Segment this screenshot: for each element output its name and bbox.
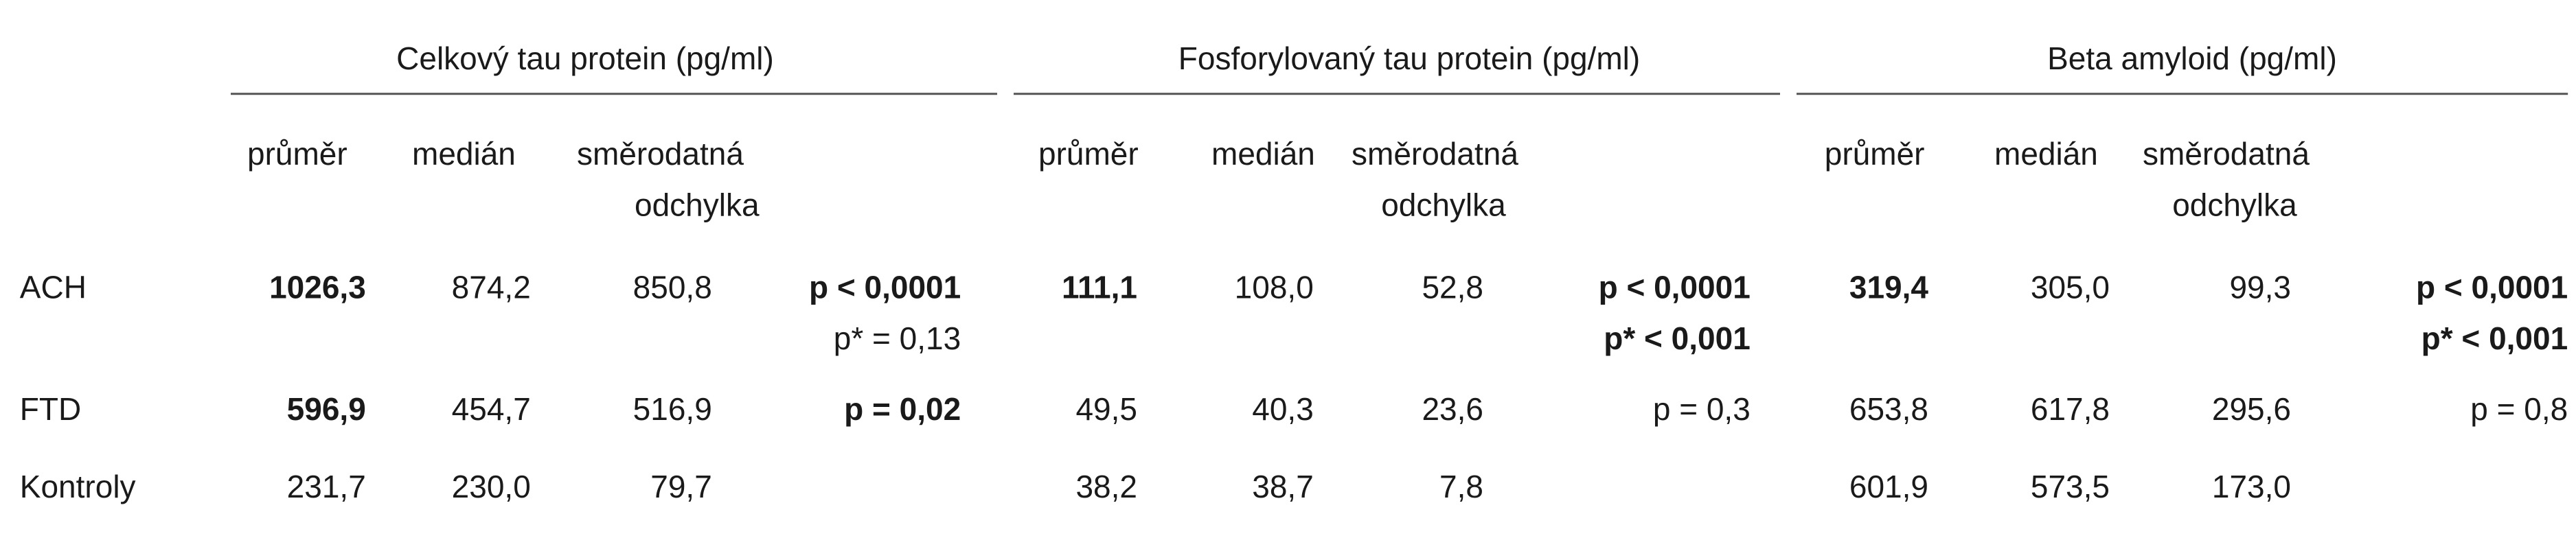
cell-value: 111,1: [1062, 270, 1137, 305]
p-value: p* < 0,001: [1604, 320, 1751, 356]
row-label: ACH: [20, 270, 87, 305]
column-header: medián: [412, 136, 516, 172]
column-header: odchylka: [1381, 187, 1506, 223]
column-header: medián: [1211, 136, 1315, 172]
column-header: průměr: [1038, 136, 1139, 172]
row-label: Kontroly: [20, 469, 136, 504]
cell-value: 617,8: [2031, 391, 2110, 427]
cell-value: 305,0: [2031, 270, 2110, 305]
cell-value: 601,9: [1849, 469, 1928, 504]
column-header: odchylka: [2172, 187, 2297, 223]
cell-value: 596,9: [287, 391, 366, 427]
cell-value: 653,8: [1849, 391, 1928, 427]
p-value: p = 0,8: [2470, 391, 2568, 427]
column-header: medián: [1994, 136, 2098, 172]
column-header: průměr: [1825, 136, 1925, 172]
cell-value: 230,0: [452, 469, 531, 504]
p-value: p < 0,0001: [1599, 270, 1751, 305]
cell-value: 40,3: [1252, 391, 1314, 427]
cell-value: 79,7: [650, 469, 712, 504]
cell-value: 874,2: [452, 270, 531, 305]
column-header: směrodatná: [2143, 136, 2310, 172]
p-value: p = 0,02: [844, 391, 961, 427]
p-value: p* = 0,13: [834, 320, 961, 356]
group-title: Fosforylovaný tau protein (pg/ml): [1178, 40, 1640, 76]
p-value: p < 0,0001: [809, 270, 961, 305]
group-title: Celkový tau protein (pg/ml): [396, 40, 774, 76]
cell-value: 516,9: [633, 391, 712, 427]
cell-value: 1026,3: [269, 270, 366, 305]
cell-value: 23,6: [1422, 391, 1483, 427]
cell-value: 38,2: [1075, 469, 1137, 504]
cell-value: 319,4: [1849, 270, 1929, 305]
cell-value: 573,5: [2031, 469, 2110, 504]
p-value: p = 0,3: [1653, 391, 1751, 427]
cell-value: 99,3: [2229, 270, 2291, 305]
cell-value: 295,6: [2212, 391, 2291, 427]
p-value: p < 0,0001: [2416, 270, 2568, 305]
column-header: odchylka: [635, 187, 760, 223]
cell-value: 7,8: [1439, 469, 1483, 504]
column-header: průměr: [247, 136, 347, 172]
cell-value: 49,5: [1075, 391, 1137, 427]
column-header: směrodatná: [577, 136, 744, 172]
cell-value: 173,0: [2212, 469, 2291, 504]
column-header: směrodatná: [1352, 136, 1518, 172]
cell-value: 52,8: [1422, 270, 1483, 305]
cell-value: 454,7: [452, 391, 531, 427]
cell-value: 231,7: [287, 469, 366, 504]
row-label: FTD: [20, 391, 81, 427]
group-title: Beta amyloid (pg/ml): [2047, 40, 2337, 76]
cell-value: 850,8: [633, 270, 712, 305]
cell-value: 38,7: [1252, 469, 1314, 504]
cell-value: 108,0: [1235, 270, 1314, 305]
p-value: p* < 0,001: [2421, 320, 2568, 356]
